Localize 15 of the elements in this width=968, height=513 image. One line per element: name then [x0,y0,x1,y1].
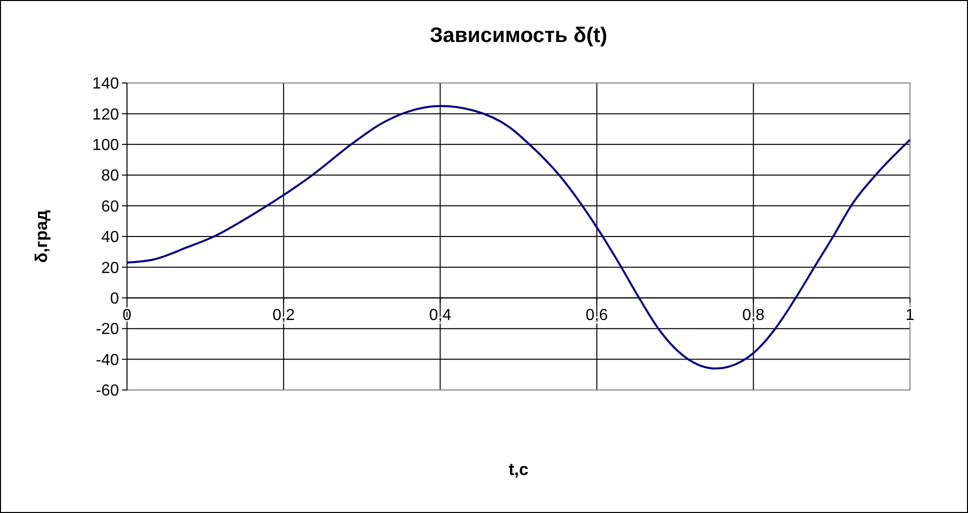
y-tick-label: -60 [96,382,120,400]
x-tick-label: 1 [906,306,915,324]
y-tick-label: 40 [101,229,120,246]
y-tick-label: 80 [101,168,120,185]
y-tick-label: 0 [110,290,120,308]
y-tick-label: 120 [92,106,120,124]
y-tick-label: 100 [92,137,120,154]
y-axis-title: δ,град [32,210,51,263]
chart-title: Зависимость δ(t) [430,24,608,47]
y-tick-label: 60 [101,198,120,216]
y-tick-label: 20 [101,260,120,277]
y-tick-label: -20 [96,321,120,338]
y-tick-label: -40 [96,352,120,369]
y-tick-label: 140 [92,76,120,93]
x-axis-title: t,c [508,460,528,479]
